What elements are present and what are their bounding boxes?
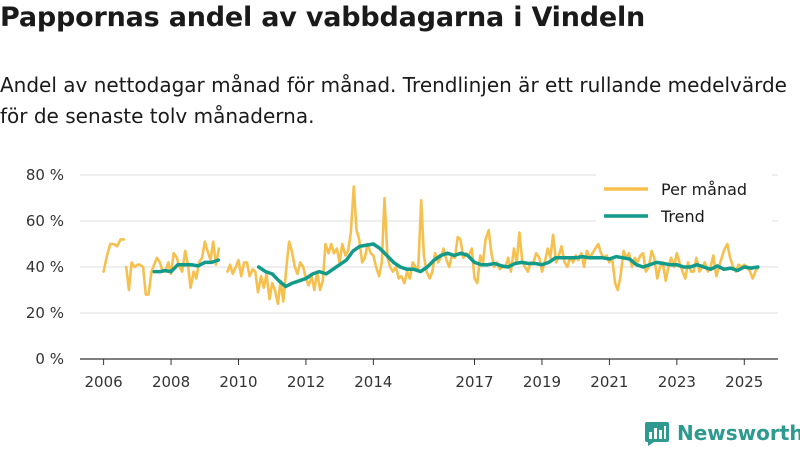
x-tick-label: 2014 [354,373,392,391]
legend-label: Trend [660,207,705,226]
y-tick-label: 0 % [35,350,64,368]
x-tick-label: 2021 [590,373,628,391]
legend-label: Per månad [661,180,747,199]
x-tick-label: 2010 [219,373,257,391]
chart-subtitle: Andel av nettodagar månad för månad. Tre… [0,73,787,128]
x-tick-label: 2008 [152,373,190,391]
x-tick-label: 2023 [658,373,696,391]
x-tick-label: 2025 [725,373,763,391]
brand-name: Newsworthy [677,421,800,445]
line-chart: 0 % 20 % 40 % 60 % 80 % 2006 2008 2010 2012 2014 2… [26,166,778,391]
x-tick-label: 2012 [287,373,325,391]
trend-line-segment [256,242,760,289]
trend-line-segment [152,258,221,274]
chart-title: Pappornas andel av vabbdagarna i Vindeln [0,2,646,33]
y-tick-label: 80 % [26,166,64,184]
y-tick-label: 60 % [26,212,64,230]
bar-chart-logo-icon [645,422,669,446]
monthly-line-segment [102,238,126,273]
monthly-line-segment [226,185,760,306]
brand-logo[interactable]: Newsworthy [644,419,800,447]
legend-box [596,172,772,234]
y-tick-label: 40 % [26,258,64,276]
x-tick-label: 2006 [85,373,123,391]
x-tick-label: 2017 [455,373,493,391]
y-tick-label: 20 % [26,304,64,322]
x-tick-label: 2019 [523,373,561,391]
monthly-line-segment [124,240,221,296]
